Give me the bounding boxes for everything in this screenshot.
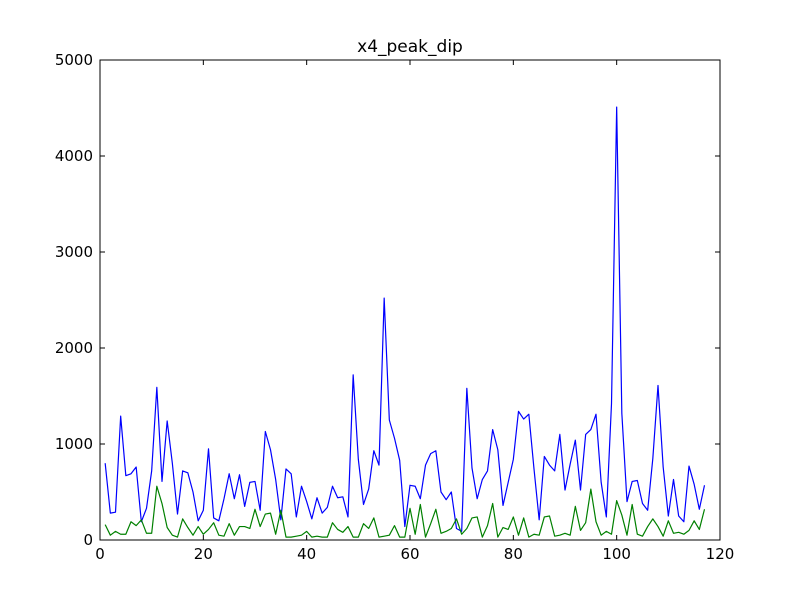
x-tick-label: 120: [706, 545, 735, 563]
x-tick-label: 40: [297, 545, 316, 563]
y-tick-label: 1000: [55, 435, 93, 453]
x-tick-label: 0: [95, 545, 105, 563]
y-tick-label: 0: [83, 531, 93, 549]
x-tick-label: 80: [504, 545, 523, 563]
plot-frame: [99, 59, 721, 541]
x-tick-label: 60: [400, 545, 419, 563]
y-tick-label: 5000: [55, 51, 93, 69]
y-tick-label: 3000: [55, 243, 93, 261]
series-line-2: [104, 485, 706, 538]
series-layer: [104, 106, 706, 538]
chart-title: x4_peak_dip: [357, 37, 463, 57]
y-tick-label: 4000: [55, 147, 93, 165]
x-tick-label: 100: [602, 545, 631, 563]
x-tick-label: 20: [194, 545, 213, 563]
y-tick-label: 2000: [55, 339, 93, 357]
series-line-1: [104, 106, 706, 532]
